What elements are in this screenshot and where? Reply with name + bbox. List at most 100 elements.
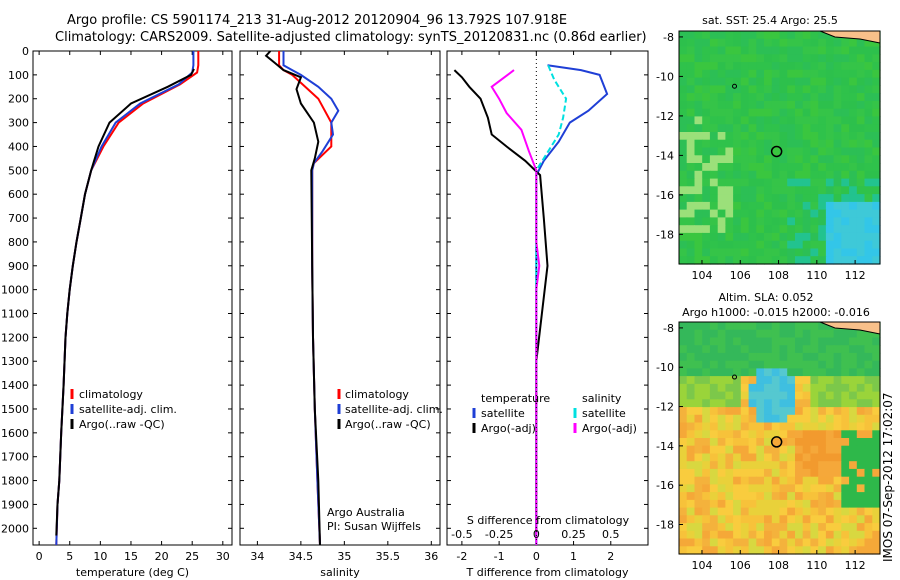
- map-cell: [686, 31, 695, 40]
- map-cell: [717, 383, 726, 393]
- map-cell: [872, 352, 881, 362]
- map-cell: [864, 46, 873, 55]
- map-cell: [856, 445, 866, 454]
- map-cell: [725, 422, 734, 431]
- map-cell: [833, 461, 842, 470]
- map-cell: [694, 422, 703, 431]
- annotation-text: PI: Susan Wijffels: [327, 520, 421, 533]
- map-cell: [725, 186, 734, 195]
- map-cell: [795, 352, 804, 362]
- map-cell: [756, 414, 765, 424]
- map-cell: [771, 546, 781, 555]
- map-cell: [849, 77, 858, 86]
- map-cell: [764, 422, 773, 431]
- map-cell: [841, 345, 850, 354]
- map-cell: [756, 507, 765, 516]
- map-cell: [849, 170, 858, 180]
- map-cell: [764, 352, 773, 362]
- nearby-float-marker: [732, 83, 738, 89]
- map-cell: [833, 352, 842, 362]
- map-cell: [810, 178, 819, 187]
- map-cell: [694, 507, 703, 516]
- map-cell: [841, 124, 850, 133]
- map-cell: [787, 201, 796, 211]
- map-cell: [694, 492, 703, 501]
- map-cell: [725, 438, 734, 447]
- map-cell: [764, 194, 773, 203]
- map-cell: [856, 46, 866, 55]
- map-cell: [725, 329, 734, 338]
- map-cell: [872, 345, 881, 354]
- map-cell: [795, 368, 804, 377]
- map-cell: [679, 399, 688, 408]
- map-cell: [694, 337, 703, 346]
- map-cell: [702, 468, 711, 478]
- map-cell: [779, 186, 788, 195]
- map-cell: [795, 93, 804, 102]
- map-cell: [725, 461, 734, 470]
- map-cell: [779, 530, 788, 540]
- x-tick-label: -1: [494, 550, 505, 563]
- map-cell: [725, 201, 734, 211]
- map-cell: [756, 256, 765, 265]
- map-cell: [694, 376, 703, 385]
- map-cell: [841, 422, 850, 431]
- map-cell: [787, 108, 796, 118]
- map-cell: [864, 499, 873, 509]
- map-cell: [756, 38, 765, 48]
- map-cell: [771, 124, 781, 133]
- map-x-tick-label: 112: [845, 559, 866, 572]
- map-cell: [709, 54, 719, 63]
- x-tick-label: 5: [66, 550, 73, 563]
- map-cell: [725, 69, 734, 79]
- map-cell: [872, 376, 881, 385]
- map-cell: [833, 376, 842, 385]
- map-cell: [764, 170, 773, 180]
- map-cell: [740, 329, 750, 338]
- map-cell: [872, 38, 881, 48]
- map-cell: [733, 546, 742, 555]
- map-cell: [856, 69, 866, 79]
- map-cell: [725, 407, 734, 416]
- map-cell: [709, 116, 719, 125]
- map-cell: [856, 232, 866, 242]
- x-tick-label: 0: [533, 550, 540, 563]
- map-cell: [818, 407, 827, 416]
- map-cell: [717, 77, 726, 86]
- map-cell: [802, 399, 811, 408]
- series-line: [282, 51, 340, 546]
- map-cell: [802, 337, 811, 346]
- map-cell: [733, 31, 742, 40]
- map-cell: [702, 62, 711, 71]
- map-cell: [725, 476, 734, 485]
- map-cell: [756, 54, 765, 63]
- map-cell: [740, 360, 750, 369]
- map-cell: [872, 484, 881, 493]
- map-cell: [733, 163, 742, 172]
- map-cell: [679, 225, 688, 234]
- map-cell: [764, 139, 773, 149]
- map-cell: [864, 256, 873, 265]
- map-cell: [856, 108, 866, 118]
- map-cell: [856, 399, 866, 408]
- map-cell: [740, 85, 750, 94]
- map-cell: [818, 163, 827, 172]
- map-cell: [810, 499, 819, 509]
- map-cell: [740, 530, 750, 540]
- map-cell: [771, 515, 781, 524]
- map-cell: [756, 391, 765, 400]
- map-cell: [717, 240, 726, 250]
- map-cell: [849, 108, 858, 118]
- legend-label: climatology: [345, 388, 409, 401]
- map-cell: [702, 124, 711, 133]
- map-cell: [748, 445, 757, 454]
- legend-label: Argo(..raw -QC): [79, 418, 165, 431]
- map-cell: [856, 329, 866, 338]
- map-cell: [825, 523, 835, 532]
- map-cell: [849, 93, 858, 102]
- map-cell: [694, 499, 703, 509]
- map-cell: [709, 186, 719, 195]
- map-cell: [717, 476, 726, 485]
- map-cell: [709, 414, 719, 424]
- map-cell: [694, 445, 703, 454]
